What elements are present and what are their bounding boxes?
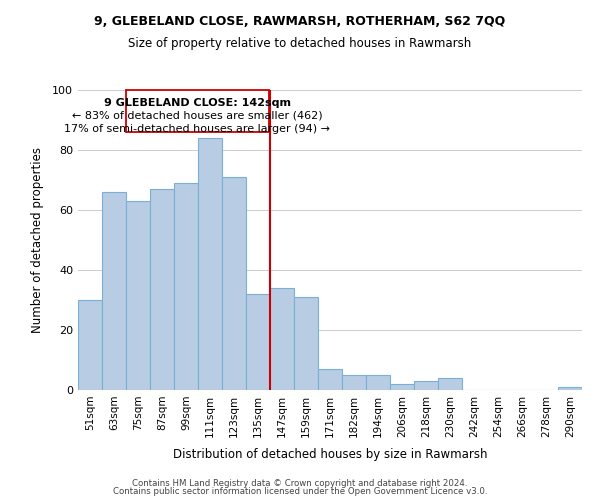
Bar (246, 294, 270, 390)
Text: 17% of semi-detached houses are larger (94) →: 17% of semi-detached houses are larger (… (64, 124, 331, 134)
Bar (558, 387, 582, 390)
Bar (342, 375, 366, 390)
Bar (318, 369, 342, 390)
Bar (150, 189, 174, 390)
X-axis label: Distribution of detached houses by size in Rawmarsh: Distribution of detached houses by size … (173, 448, 487, 461)
FancyBboxPatch shape (126, 90, 269, 132)
Bar (222, 177, 246, 390)
Bar (198, 138, 222, 390)
Bar (390, 384, 414, 390)
Text: Size of property relative to detached houses in Rawmarsh: Size of property relative to detached ho… (128, 38, 472, 51)
Bar (294, 297, 318, 390)
Bar (270, 288, 294, 390)
Bar (414, 381, 438, 390)
Text: Contains HM Land Registry data © Crown copyright and database right 2024.: Contains HM Land Registry data © Crown c… (132, 478, 468, 488)
Bar (366, 375, 390, 390)
Bar (78, 300, 102, 390)
Text: 9 GLEBELAND CLOSE: 142sqm: 9 GLEBELAND CLOSE: 142sqm (104, 98, 291, 108)
Bar (438, 378, 462, 390)
Bar (102, 192, 126, 390)
Text: Contains public sector information licensed under the Open Government Licence v3: Contains public sector information licen… (113, 487, 487, 496)
Bar (126, 201, 150, 390)
Bar (174, 183, 198, 390)
Text: ← 83% of detached houses are smaller (462): ← 83% of detached houses are smaller (46… (72, 111, 323, 121)
Y-axis label: Number of detached properties: Number of detached properties (31, 147, 44, 333)
Text: 9, GLEBELAND CLOSE, RAWMARSH, ROTHERHAM, S62 7QQ: 9, GLEBELAND CLOSE, RAWMARSH, ROTHERHAM,… (94, 15, 506, 28)
